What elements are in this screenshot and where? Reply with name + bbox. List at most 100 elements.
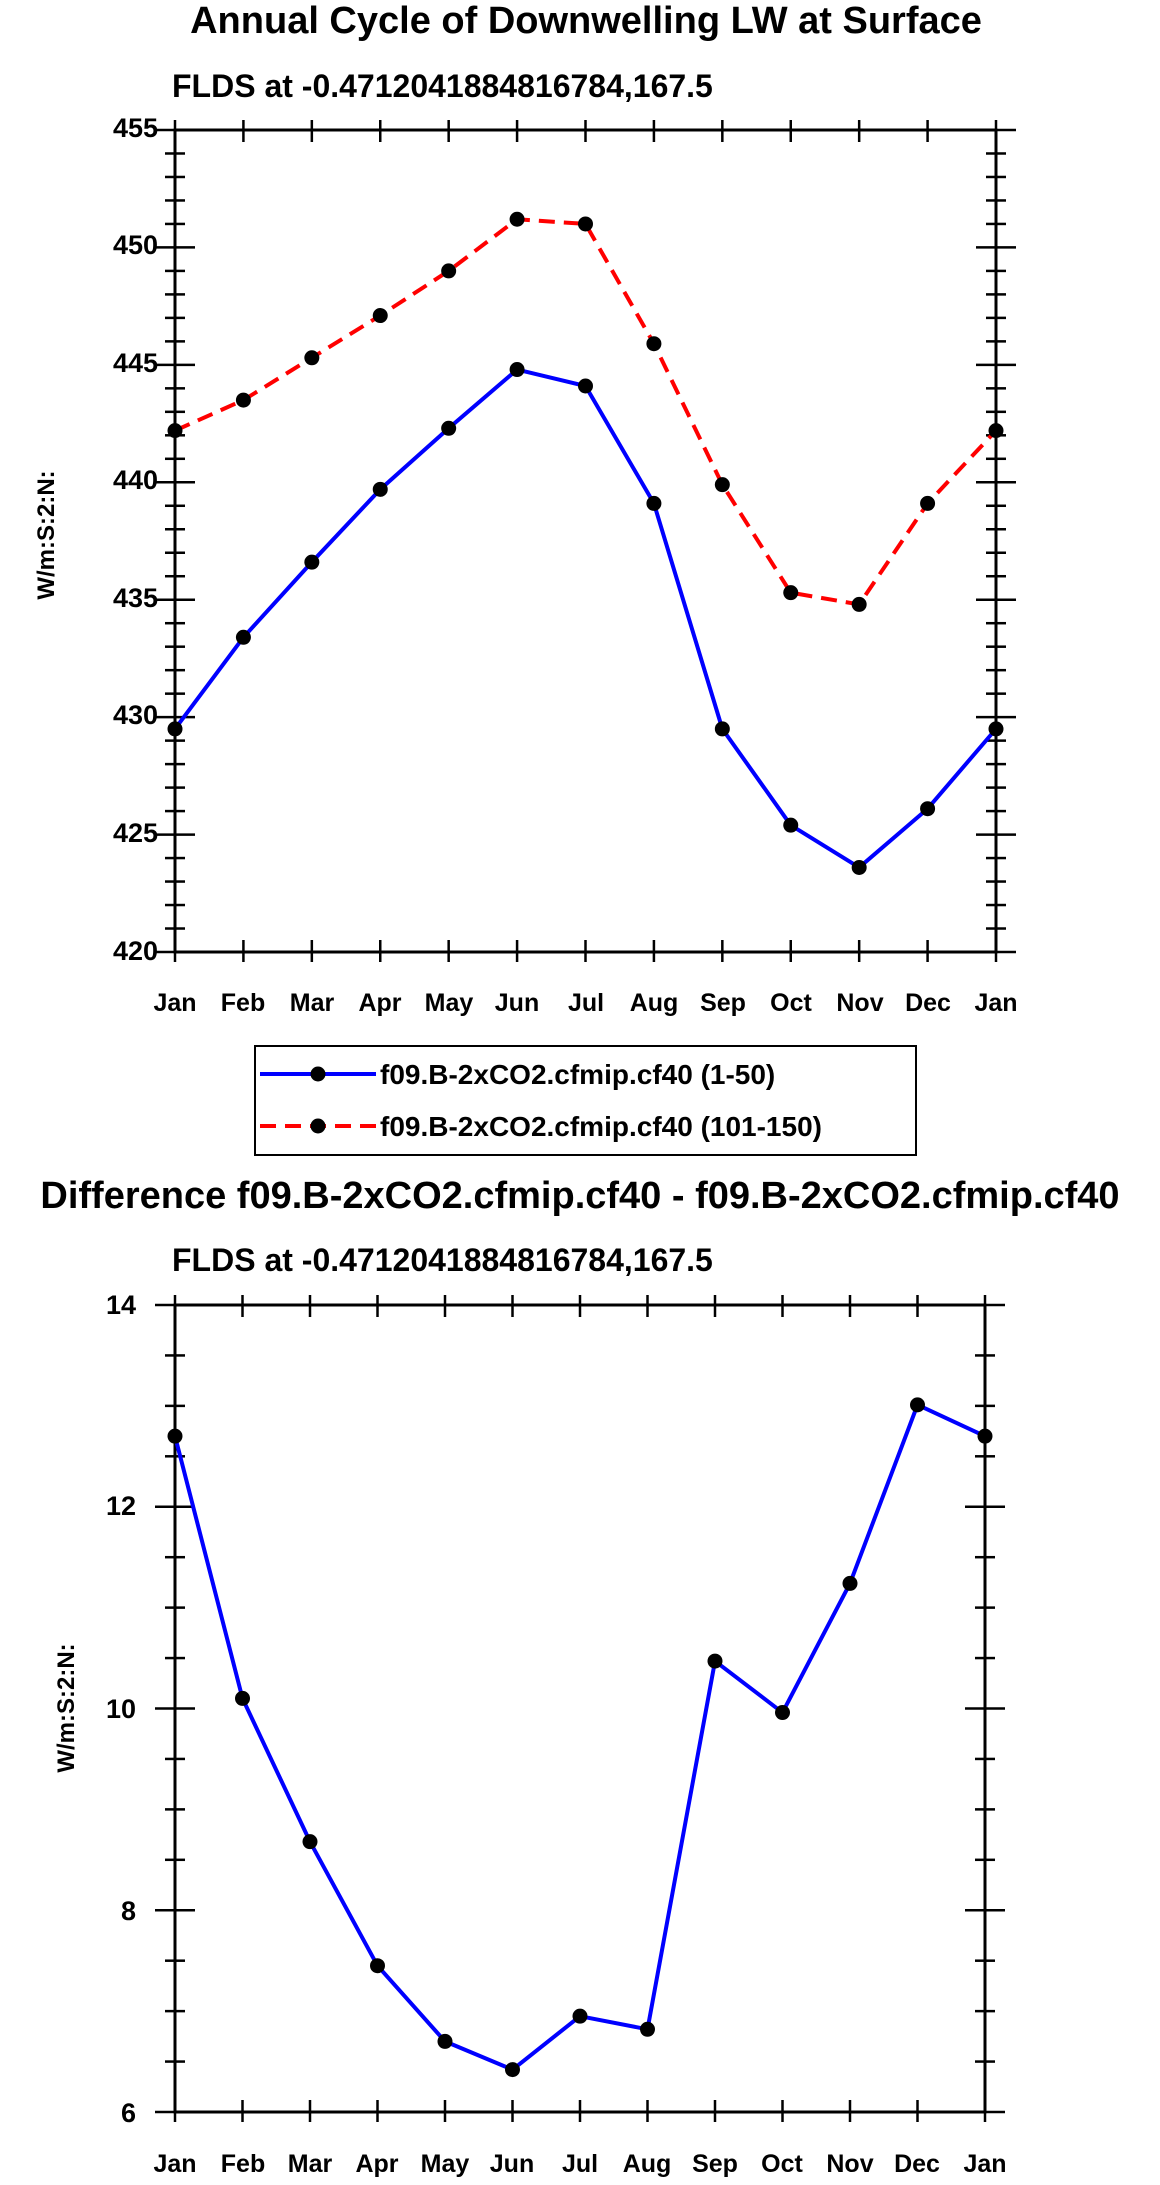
legend-entry: f09.B-2xCO2.cfmip.cf40 (1-50)	[260, 1059, 775, 1090]
x-tick-label: Nov	[826, 2150, 873, 2178]
data-point	[783, 585, 799, 601]
data-point	[304, 554, 320, 570]
bottom-ytick-labels: 6 8 10 12 14	[106, 1290, 136, 2128]
data-point	[167, 1428, 183, 1444]
data-point	[775, 1705, 790, 1721]
data-point	[572, 2008, 588, 2024]
y-tick-label: 445	[113, 348, 158, 378]
data-point	[783, 817, 799, 833]
legend-box	[254, 1045, 917, 1156]
x-tick-label: Aug	[623, 2150, 672, 2178]
y-tick-label: 10	[106, 1694, 136, 1724]
data-point	[578, 216, 593, 232]
data-point	[910, 1397, 925, 1413]
data-point	[714, 721, 730, 737]
y-tick-label: 12	[106, 1491, 136, 1521]
data-point	[167, 423, 183, 439]
x-tick-label: Jan	[153, 989, 196, 1017]
x-tick-label: Jul	[568, 989, 604, 1017]
data-point	[302, 1834, 318, 1850]
y-tick-label: 450	[113, 230, 158, 260]
x-tick-label: Jun	[490, 2150, 534, 2178]
top-xtick-labels: Jan Feb Mar Apr May Jun Jul Aug Sep Oct …	[153, 989, 1017, 1017]
bottom-chart-subtitle: FLDS at -0.4712041884816784,167.5	[172, 1242, 713, 1278]
x-tick-label: Jan	[963, 2150, 1006, 2178]
top-chart-title: Annual Cycle of Downwelling LW at Surfac…	[190, 0, 982, 42]
data-point	[707, 1653, 723, 1669]
data-point	[714, 477, 730, 493]
x-tick-label: Jan	[153, 2150, 196, 2178]
data-point	[509, 211, 525, 227]
x-tick-label: Dec	[894, 2150, 940, 2178]
x-tick-label: May	[425, 989, 474, 1017]
data-point	[842, 1575, 858, 1591]
x-tick-label: Feb	[221, 2150, 265, 2178]
top-ytick-labels: 420 425 430 435 440 445 450 455	[113, 113, 158, 966]
bottom-chart: Difference f09.B-2xCO2.cfmip.cf40 - f09.…	[40, 1175, 1119, 2178]
data-point	[235, 629, 251, 645]
bottom-chart-title: Difference f09.B-2xCO2.cfmip.cf40 - f09.…	[40, 1175, 1119, 1217]
x-tick-label: Jan	[974, 989, 1017, 1017]
y-tick-label: 440	[113, 465, 158, 495]
legend-label: f09.B-2xCO2.cfmip.cf40 (1-50)	[380, 1059, 775, 1090]
x-tick-label: Aug	[630, 989, 679, 1017]
data-point	[304, 350, 320, 366]
y-tick-label: 420	[113, 936, 158, 966]
y-tick-label: 6	[121, 2098, 136, 2128]
x-tick-label: Feb	[221, 989, 265, 1017]
x-tick-label: Oct	[770, 989, 812, 1017]
data-point	[372, 481, 388, 497]
y-tick-label: 425	[113, 818, 158, 848]
data-point	[235, 392, 251, 408]
x-tick-label: Apr	[358, 989, 401, 1017]
data-point	[646, 495, 662, 511]
x-tick-label: May	[421, 2150, 470, 2178]
data-point	[851, 859, 867, 875]
data-point	[920, 801, 936, 817]
top-chart-subtitle: FLDS at -0.4712041884816784,167.5	[172, 68, 713, 104]
x-tick-label: Apr	[355, 2150, 398, 2178]
data-point	[167, 721, 183, 737]
data-point	[640, 2021, 655, 2037]
bottom-xtick-labels: Jan Feb Mar Apr May Jun Jul Aug Sep Oct …	[153, 2150, 1006, 2178]
x-tick-label: Dec	[905, 989, 951, 1017]
y-tick-label: 8	[121, 1896, 136, 1926]
data-point	[437, 2033, 453, 2049]
x-tick-label: Mar	[290, 989, 335, 1017]
data-point	[509, 362, 525, 378]
legend-label: f09.B-2xCO2.cfmip.cf40 (101-150)	[380, 1111, 822, 1142]
bottom-chart-ylabel: W/m:S:2:N:	[53, 1643, 80, 1772]
data-point	[441, 263, 457, 279]
legend-marker	[310, 1066, 326, 1082]
x-tick-label: Nov	[836, 989, 883, 1017]
data-point	[851, 596, 867, 612]
data-point	[646, 336, 662, 352]
data-point	[578, 378, 593, 394]
data-point	[505, 2062, 520, 2078]
data-point	[988, 721, 1004, 737]
x-tick-label: Sep	[700, 989, 746, 1017]
legend-entry: f09.B-2xCO2.cfmip.cf40 (101-150)	[260, 1111, 822, 1142]
bottom-plot-area	[155, 1295, 1005, 2122]
data-point	[977, 1428, 993, 1444]
x-tick-label: Mar	[288, 2150, 333, 2178]
y-tick-label: 455	[113, 113, 158, 143]
legend-marker	[310, 1118, 326, 1134]
top-legend: f09.B-2xCO2.cfmip.cf40 (1-50) f09.B-2xCO…	[254, 1045, 917, 1156]
data-point	[441, 420, 457, 436]
x-tick-label: Sep	[692, 2150, 738, 2178]
data-point	[988, 423, 1004, 439]
x-tick-label: Jul	[562, 2150, 598, 2178]
data-point	[235, 1690, 250, 1706]
top-chart: Annual Cycle of Downwelling LW at Surfac…	[33, 0, 1018, 1156]
y-tick-label: 435	[113, 583, 158, 613]
data-point	[372, 308, 388, 324]
y-tick-label: 430	[113, 700, 158, 730]
data-point	[920, 495, 936, 511]
top-chart-ylabel: W/m:S:2:N:	[33, 470, 60, 599]
data-point	[370, 1958, 385, 1974]
top-plot-area	[155, 120, 1016, 962]
x-tick-label: Oct	[761, 2150, 803, 2178]
y-tick-label: 14	[106, 1290, 136, 1320]
